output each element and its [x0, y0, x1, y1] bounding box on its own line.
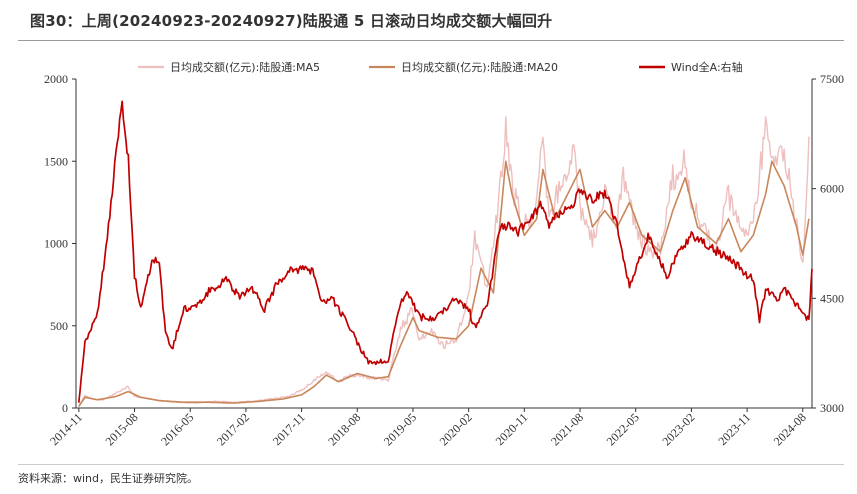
x-tick-label: 2017-11 [270, 410, 308, 448]
legend-label-3: Wind全A:右轴 [671, 60, 743, 74]
x-tick-label: 2015-08 [102, 410, 140, 448]
legend: 日均成交额(亿元):陆股通:MA5 日均成交额(亿元):陆股通:MA20 Wind全… [138, 60, 743, 74]
y-left-tick-label: 2000 [44, 72, 68, 86]
y-left-tick-label: 1000 [44, 237, 68, 251]
x-tick-label: 2016-05 [158, 410, 196, 448]
y-right-tick-label: 3000 [820, 401, 844, 415]
series-line-2 [78, 160, 810, 407]
series-line-3 [77, 100, 813, 403]
page-title: 图30：上周(20240923-20240927)陆股通 5 日滚动日均成交额大… [30, 12, 553, 30]
axes: 0 500 1000 1500 2000 3000 4500 6000 7500 2014-11 2… [44, 72, 844, 448]
y-left-tick-label: 500 [50, 319, 68, 333]
x-tick-label: 2019-05 [381, 410, 419, 448]
y-right-tick-label: 7500 [820, 72, 844, 86]
source-note: 资料来源：wind，民生证券研究院。 [18, 472, 199, 485]
y-right-tick-label: 6000 [820, 182, 844, 196]
x-tick-label: 2023-11 [715, 410, 753, 448]
legend-label-1: 日均成交额(亿元):陆股通:MA5 [170, 60, 320, 74]
source-divider [18, 464, 844, 465]
chart: 0 500 1000 1500 2000 3000 4500 6000 7500 2014-11 2… [44, 60, 844, 448]
y-left-tick-label: 1500 [44, 154, 68, 168]
y-right-tick-label: 4500 [820, 291, 844, 305]
title-divider [18, 40, 844, 41]
x-tick-label: 2017-02 [214, 410, 252, 448]
x-tick-label: 2020-02 [437, 410, 475, 448]
series-line-1 [78, 116, 810, 407]
legend-label-2: 日均成交额(亿元):陆股通:MA20 [401, 60, 558, 74]
series-layer [77, 100, 813, 407]
x-tick-label: 2020-11 [493, 410, 531, 448]
x-tick-label: 2014-11 [47, 410, 85, 448]
x-tick-label: 2022-05 [604, 410, 642, 448]
x-tick-label: 2018-08 [325, 410, 363, 448]
x-tick-label: 2023-02 [659, 410, 697, 448]
x-tick-label: 2021-08 [548, 410, 586, 448]
x-tick-label: 2024-08 [771, 410, 809, 448]
y-left-tick-label: 0 [62, 401, 68, 415]
